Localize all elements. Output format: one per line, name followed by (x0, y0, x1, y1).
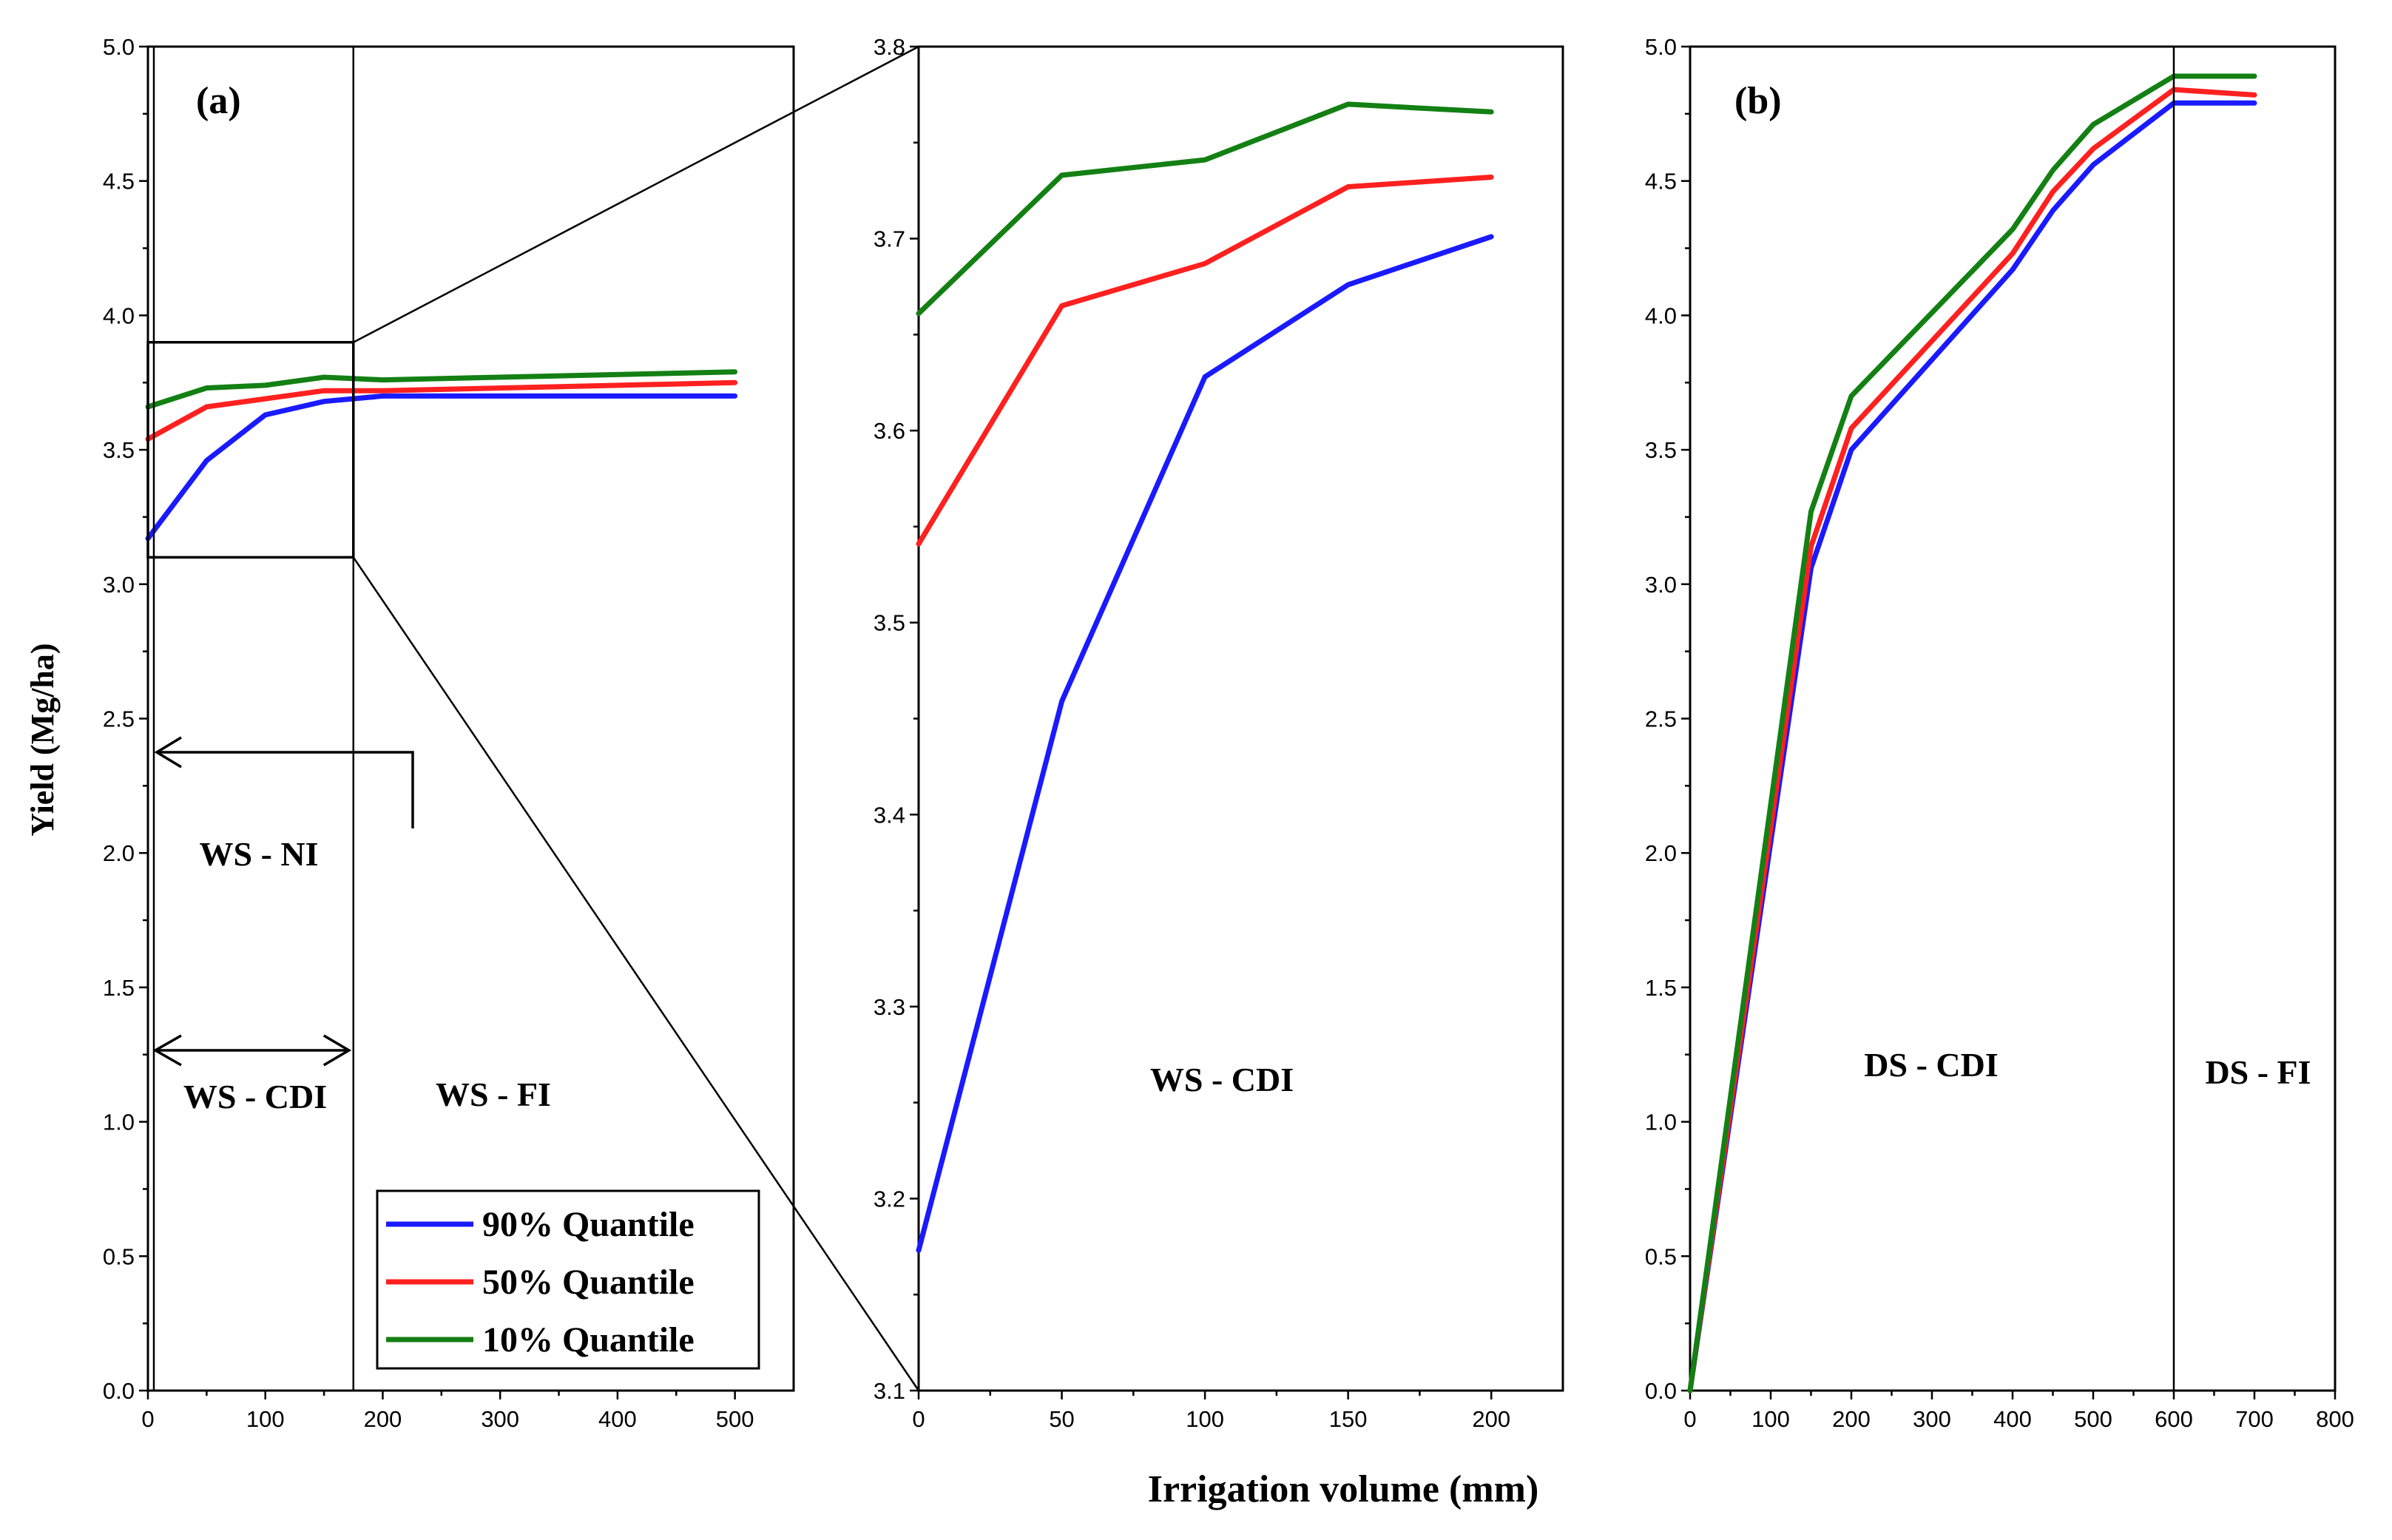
ws-fi-label: WS - FI (436, 1075, 551, 1113)
ws-cdi-arrowhead-right (322, 1034, 352, 1067)
series-line-90-quantile (1687, 100, 2257, 1394)
panel-label: (a) (196, 80, 241, 122)
y-tick-label: 1.0 (103, 1110, 135, 1135)
y-tick-label: 1.0 (1645, 1110, 1677, 1135)
y-tick-label: 3.3 (874, 994, 905, 1020)
x-tick-label: 800 (2316, 1406, 2354, 1432)
x-tick-label: 200 (1472, 1406, 1510, 1432)
series-line-50-quantile (916, 175, 1494, 547)
ws-cdi-label: WS - CDI (183, 1078, 327, 1115)
ws-ni-arrow (157, 751, 414, 828)
x-tick-label: 300 (1913, 1406, 1951, 1432)
y-tick-label: 3.2 (874, 1186, 905, 1212)
ws-cdi-arrowhead-left (152, 1034, 182, 1067)
x-tick-label: 50 (1049, 1406, 1074, 1432)
y-tick-label: 2.5 (103, 706, 135, 732)
x-tick-label: 150 (1329, 1406, 1368, 1432)
series-line-10-quantile (916, 101, 1494, 317)
x-tick-label: 500 (716, 1406, 754, 1432)
x-tick-label: 400 (1993, 1406, 2032, 1432)
y-tick-label: 0.5 (103, 1243, 135, 1269)
x-tick-label: 0 (912, 1406, 925, 1432)
series-line-50-quantile (1687, 87, 2257, 1394)
zoom-box (146, 340, 355, 559)
zoom-connectors (352, 45, 920, 1391)
x-tick-label: 100 (1751, 1406, 1790, 1432)
y-tick-label: 3.1 (874, 1378, 905, 1404)
y-tick-label: 3.6 (874, 418, 905, 444)
y-tick-label: 2.0 (103, 840, 135, 866)
zoom-connector-bottom (352, 556, 920, 1391)
y-tick-label: 3.7 (874, 226, 905, 252)
y-tick-label: 3.0 (103, 572, 135, 598)
x-tick-label: 100 (1186, 1406, 1224, 1432)
y-tick-label: 5.0 (103, 34, 135, 60)
x-tick-label: 200 (364, 1406, 402, 1432)
panel-label: (b) (1734, 80, 1782, 122)
y-tick-label: 1.5 (1645, 975, 1677, 1001)
y-tick-label: 3.5 (1645, 437, 1677, 463)
x-tick-label: 400 (598, 1406, 637, 1432)
series-line-90-quantile (916, 234, 1494, 1253)
panel-a: 0 100 200 300 400 500 0.0 0.5 1.0 1.5 2.0 2.5 3.0 3.5… (103, 34, 795, 1432)
x-tick-label: 600 (2155, 1406, 2193, 1432)
x-axis-label: Irrigation volume (mm) (1148, 1468, 1539, 1510)
series-line-10-quantile (145, 369, 738, 410)
x-tick-label: 200 (1832, 1406, 1871, 1432)
x-tick-label: 500 (2074, 1406, 2112, 1432)
y-tick-label: 3.0 (1645, 572, 1677, 598)
ds-cdi-label: DS - CDI (1864, 1046, 1998, 1084)
y-tick-label: 0.0 (103, 1378, 135, 1404)
y-tick-label: 3.5 (103, 437, 135, 463)
y-tick-label: 4.0 (103, 303, 135, 328)
legend-entry: 90% Quantile (482, 1205, 695, 1244)
x-tick-label: 0 (1683, 1406, 1696, 1432)
zoom-connector-top (353, 45, 919, 343)
x-tick-label: 100 (246, 1406, 285, 1432)
y-tick-label: 3.4 (874, 802, 905, 828)
series-line-90-quantile (145, 393, 738, 541)
panel-b: 0 100 200 300 400 500 600 700 800 0.0 0.5 1.0 1.5 2.0… (1645, 34, 2354, 1432)
x-tick-label: 300 (481, 1406, 519, 1432)
x-tick-label: 0 (141, 1406, 154, 1432)
y-tick-label: 0.5 (1645, 1243, 1677, 1269)
y-tick-label: 3.5 (874, 610, 905, 636)
plot-frame (146, 45, 795, 1392)
legend-entry: 10% Quantile (482, 1320, 695, 1360)
plot-frame (917, 45, 1564, 1392)
x-tick-label: 700 (2235, 1406, 2274, 1432)
ws-ni-arrowhead (154, 736, 182, 769)
y-tick-label: 4.5 (1645, 169, 1677, 195)
y-tick-label: 2.0 (1645, 840, 1677, 866)
y-tick-label: 4.0 (1645, 303, 1677, 328)
y-tick-label: 2.5 (1645, 706, 1677, 732)
ws-cdi-zoom-label: WS - CDI (1150, 1061, 1294, 1098)
y-tick-label: 1.5 (103, 975, 135, 1001)
y-tick-label: 4.5 (103, 169, 135, 195)
series-line-50-quantile (145, 379, 738, 442)
y-tick-label: 0.0 (1645, 1378, 1677, 1404)
series-line-10-quantile (1687, 73, 2257, 1394)
y-tick-label: 5.0 (1645, 34, 1677, 60)
legend-entry: 50% Quantile (482, 1263, 695, 1302)
y-axis-label: Yield (Mg/ha) (24, 643, 61, 836)
ds-fi-label: DS - FI (2205, 1053, 2311, 1091)
ws-ni-label: WS - NI (199, 835, 318, 873)
